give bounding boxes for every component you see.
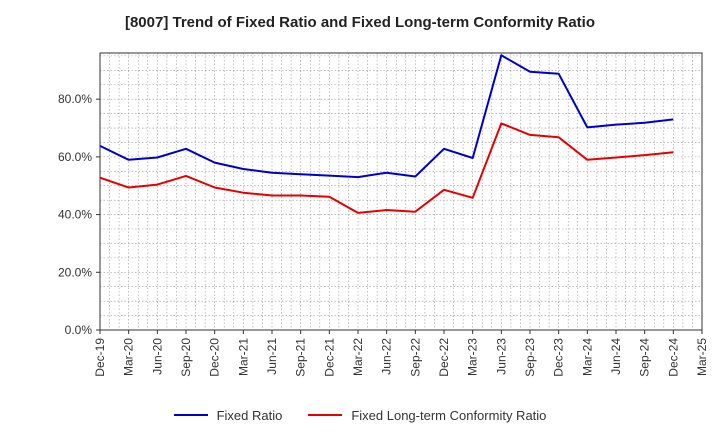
legend-label-fixed-ratio: Fixed Ratio bbox=[216, 407, 283, 423]
x-tick-label: Dec-21 bbox=[322, 338, 336, 377]
x-tick-label: Sep-21 bbox=[294, 338, 308, 377]
x-tick-label: Sep-20 bbox=[179, 338, 193, 377]
x-tick-label: Dec-19 bbox=[93, 338, 107, 377]
y-tick-labels: 0.0% 20.0% 40.0% 60.0% 80.0% bbox=[58, 92, 92, 337]
x-tick-label: Jun-20 bbox=[150, 338, 164, 375]
x-tick-label: Dec-20 bbox=[208, 338, 222, 377]
grid-lines bbox=[99, 53, 702, 331]
legend-label-fixed-long-term-conformity-ratio: Fixed Long-term Conformity Ratio bbox=[351, 407, 547, 423]
x-tick-labels: Dec-19 Mar-20 Jun-20 Sep-20 Dec-20 Mar-21 Jun-… bbox=[93, 338, 709, 377]
x-tick-label: Mar-24 bbox=[580, 338, 594, 376]
x-tick-label: Jun-24 bbox=[609, 338, 623, 375]
x-tick-label: Sep-22 bbox=[408, 338, 422, 377]
chart-title: [8007] Trend of Fixed Ratio and Fixed Lo… bbox=[124, 14, 596, 31]
x-tick-label: Dec-24 bbox=[666, 338, 680, 377]
x-tick-label: Dec-22 bbox=[437, 338, 451, 377]
y-tick-label: 0.0% bbox=[65, 323, 93, 337]
x-tick-label: Jun-21 bbox=[265, 338, 279, 375]
x-tick-label: Jun-22 bbox=[380, 338, 394, 375]
x-tick-label: Mar-20 bbox=[122, 338, 136, 376]
series-line-fixed-long-term-conformity-ratio bbox=[99, 122, 674, 214]
chart-legend: Fixed Ratio Fixed Long-term Conformity R… bbox=[0, 404, 720, 426]
series-lines bbox=[99, 54, 674, 214]
x-tick-label: Mar-25 bbox=[695, 338, 709, 376]
y-tick-label: 60.0% bbox=[58, 150, 92, 164]
x-tick-label: Jun-23 bbox=[494, 338, 508, 375]
x-tick-label: Sep-24 bbox=[638, 338, 652, 377]
x-tick-label: Sep-23 bbox=[523, 338, 537, 377]
y-tick-label: 80.0% bbox=[58, 92, 92, 106]
x-tick-label: Dec-23 bbox=[552, 338, 566, 377]
legend-swatch-fixed-long-term-conformity-ratio bbox=[308, 414, 343, 416]
x-tick-label: Mar-21 bbox=[236, 338, 250, 376]
x-tick-label: Mar-22 bbox=[351, 338, 365, 376]
legend-swatch-fixed-ratio bbox=[173, 414, 208, 416]
plot-frame bbox=[99, 52, 703, 331]
y-tick-label: 20.0% bbox=[58, 265, 92, 279]
legend-item-fixed-long-term-conformity-ratio: Fixed Long-term Conformity Ratio bbox=[308, 408, 546, 423]
y-tick-label: 40.0% bbox=[58, 208, 92, 222]
series-line-fixed-ratio bbox=[99, 54, 674, 179]
axes bbox=[96, 52, 703, 334]
legend-item-fixed-ratio: Fixed Ratio bbox=[173, 407, 283, 423]
x-tick-label: Mar-23 bbox=[466, 338, 480, 376]
